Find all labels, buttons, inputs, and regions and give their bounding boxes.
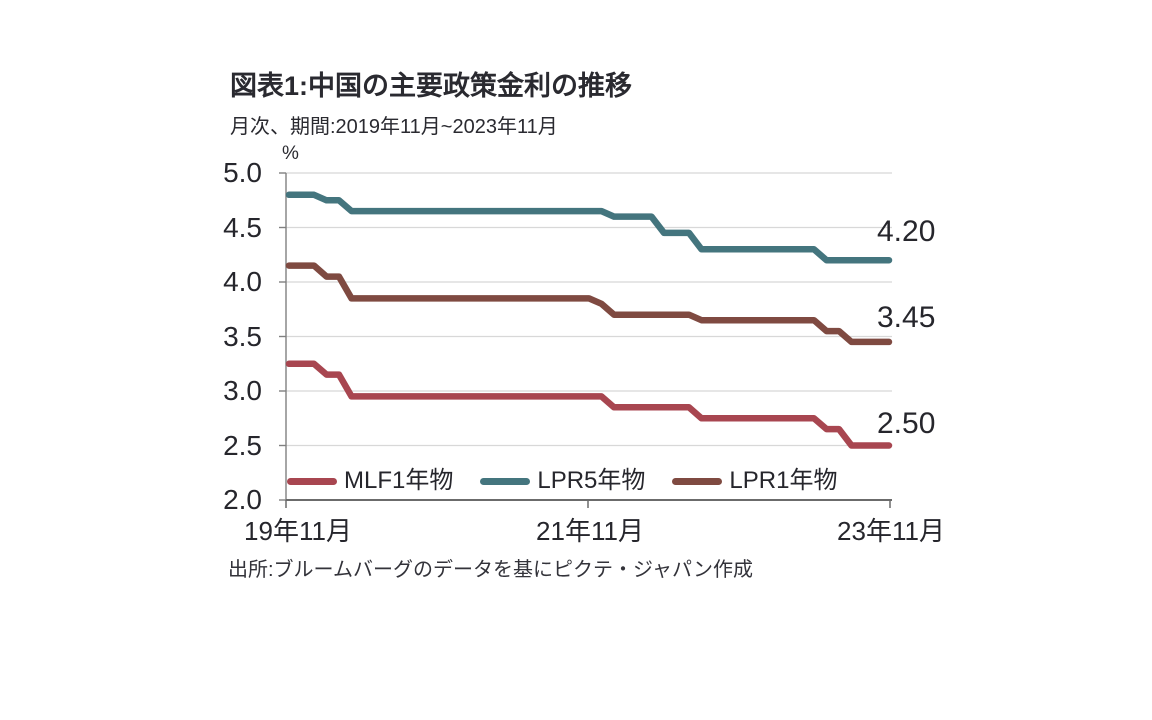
y-tick-label: 4.5: [223, 211, 262, 243]
x-tick-label: 23年11月: [837, 516, 945, 546]
x-tick-label: 21年11月: [536, 516, 644, 546]
legend-swatch-lpr-1y: [672, 477, 723, 485]
chart-subtitle: 月次、期間:2019年11月~2023年11月: [230, 116, 558, 138]
end-value-label-mlf-1y: 2.50: [877, 406, 936, 440]
x-tick-label: 19年11月: [244, 516, 352, 546]
chart-title: 図表1:中国の主要政策金利の推移: [230, 71, 633, 101]
end-value-label-lpr-5y: 4.20: [877, 215, 936, 249]
series-line-mlf-1y: [285, 360, 893, 449]
legend-item-lpr-1y: LPR1年物: [672, 467, 837, 495]
legend-label-mlf-1y: MLF1年物: [344, 467, 454, 494]
y-tick-label: 4.0: [223, 266, 262, 297]
source-note: 出所:ブルームバーグのデータを基にピクテ・ジャパン作成: [228, 559, 753, 581]
y-axis-unit-label: %: [282, 143, 299, 164]
y-tick-label: 2.0: [223, 484, 262, 515]
series-line-lpr-5y: [285, 191, 893, 264]
legend-item-lpr-5y: LPR5年物: [480, 467, 645, 495]
y-tick-label: 3.0: [223, 375, 262, 406]
y-tick-label: 3.5: [223, 320, 262, 352]
legend-swatch-lpr-5y: [480, 477, 531, 485]
series-line-lpr-1y: [285, 262, 893, 346]
y-tick-label: 2.5: [223, 429, 262, 461]
legend: MLF1年物 LPR5年物 LPR1年物: [287, 467, 837, 495]
legend-label-lpr-5y: LPR5年物: [537, 467, 646, 494]
end-value-label-lpr-1y: 3.45: [877, 300, 936, 334]
legend-item-mlf-1y: MLF1年物: [287, 467, 453, 495]
legend-label-lpr-1y: LPR1年物: [729, 467, 838, 494]
legend-swatch-mlf-1y: [287, 477, 337, 485]
y-tick-label: 5.0: [223, 157, 262, 188]
